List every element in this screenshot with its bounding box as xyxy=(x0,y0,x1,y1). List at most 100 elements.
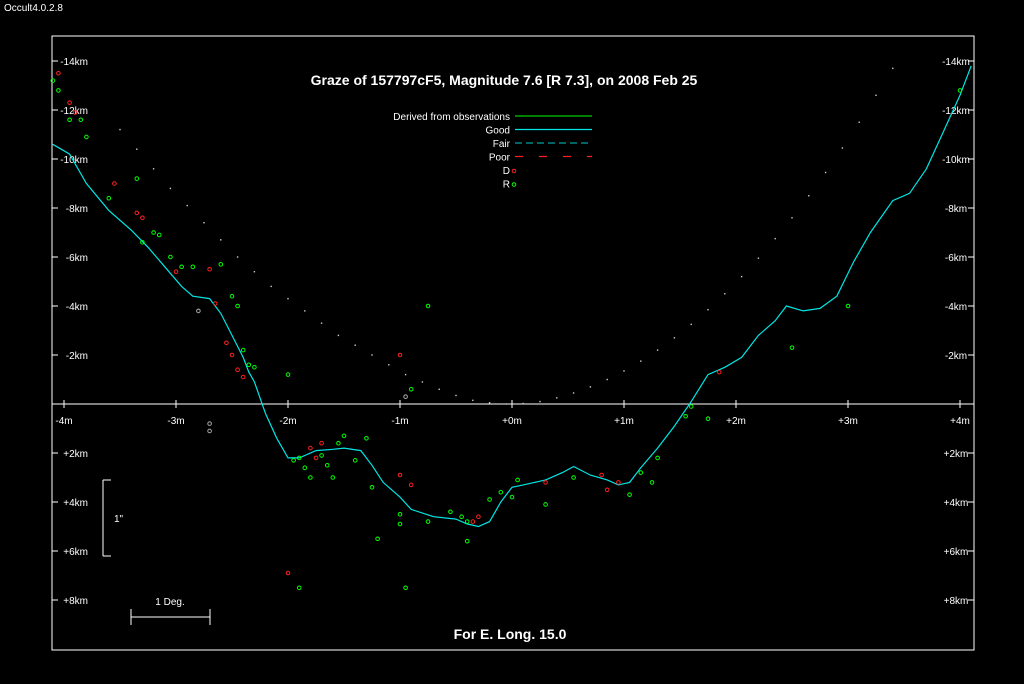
y-tick-label-right: -12km xyxy=(942,106,970,117)
reappear-point xyxy=(369,485,375,490)
longitude-footer: For E. Long. 15.0 xyxy=(454,626,567,642)
limb-dot xyxy=(320,322,323,324)
chart-title: Graze of 157797cF5, Magnitude 7.6 [R 7.3… xyxy=(311,72,698,88)
limb-dot xyxy=(572,392,575,394)
y-tick-label-right: -6km xyxy=(945,253,967,264)
disappear-point xyxy=(543,480,548,485)
reappear-point xyxy=(448,509,453,515)
limb-dot xyxy=(455,394,457,397)
limb-dot xyxy=(337,334,340,337)
reappear-point xyxy=(235,303,240,309)
limb-dot xyxy=(287,297,289,300)
y-tick-label-right: -2km xyxy=(945,351,967,362)
reappear-point xyxy=(425,519,431,524)
reappear-point xyxy=(957,88,963,93)
limb-dot xyxy=(438,388,440,390)
y-tick-label-right: -8km xyxy=(945,204,967,215)
x-tick-label: -1m xyxy=(391,416,408,427)
reappear-point xyxy=(67,117,72,123)
disappear-point xyxy=(604,487,610,493)
limb-dot xyxy=(707,308,709,311)
disappear-point xyxy=(173,269,179,275)
reappear-point xyxy=(179,264,184,270)
limb-dot xyxy=(220,239,222,241)
reappear-point xyxy=(134,176,140,181)
reappear-point xyxy=(140,240,145,245)
limb-dot xyxy=(841,147,844,149)
reappear-point xyxy=(364,436,369,441)
reappear-point xyxy=(341,433,347,439)
limb-dot xyxy=(623,370,625,372)
y-tick-label-right: -4km xyxy=(945,302,967,313)
disappear-point xyxy=(140,215,145,221)
limb-dot xyxy=(169,187,172,190)
reappear-point xyxy=(330,475,336,480)
legend-marker xyxy=(511,168,517,174)
disappear-point xyxy=(67,100,72,105)
reappear-point xyxy=(296,585,302,591)
reappear-point xyxy=(705,416,711,422)
reappear-point xyxy=(302,465,308,471)
horizontal-scale-bar: 1 Deg. xyxy=(130,597,211,625)
y-tick-label-right: +4km xyxy=(944,498,969,509)
reappear-point xyxy=(459,514,464,520)
observation-points xyxy=(50,70,963,591)
disappear-point xyxy=(229,352,235,358)
disappear-point xyxy=(134,210,140,216)
limb-dot xyxy=(740,275,743,278)
reappear-point xyxy=(50,78,56,83)
disappear-point xyxy=(285,570,291,576)
reappear-point xyxy=(683,413,688,419)
limb-dot xyxy=(589,386,592,388)
y-tick-label-left: +2km xyxy=(63,449,88,460)
limb-dot xyxy=(505,403,508,405)
disappear-point xyxy=(112,181,117,186)
reappear-point xyxy=(638,470,644,475)
y-tick-label-right: -14km xyxy=(942,57,970,68)
y-tick-label-left: -8km xyxy=(66,204,88,215)
limb-dot xyxy=(119,128,121,131)
y-tick-label-left: -14km xyxy=(60,57,88,68)
reappear-point xyxy=(240,347,246,353)
reappear-point xyxy=(106,195,112,201)
limb-dot xyxy=(673,337,676,339)
limb-dot xyxy=(690,323,692,326)
limb-profile-good-line xyxy=(52,65,972,528)
vertical-scale-label: 1" xyxy=(114,514,124,525)
y-tick-label-left: -10km xyxy=(60,155,88,166)
reappear-point xyxy=(285,372,291,377)
disappear-point xyxy=(72,110,78,115)
other-point xyxy=(403,394,408,399)
legend-label: R xyxy=(503,180,510,191)
limb-dot xyxy=(539,400,541,403)
limb-dot xyxy=(354,344,356,346)
reappear-point xyxy=(487,497,492,502)
limb-dot xyxy=(270,285,272,288)
y-tick-label-left: +8km xyxy=(63,596,88,607)
legend-marker xyxy=(511,182,517,187)
horizontal-scale-label: 1 Deg. xyxy=(155,597,184,608)
y-tick-label-right: +6km xyxy=(944,547,969,558)
y-tick-label-left: +6km xyxy=(63,547,88,558)
reappear-point xyxy=(845,303,851,309)
limb-dot xyxy=(152,168,155,170)
x-tick-label: -4m xyxy=(55,416,72,427)
reappear-point xyxy=(336,440,341,446)
reappear-point xyxy=(403,585,408,591)
limb-dot xyxy=(488,402,491,404)
reappear-point xyxy=(151,230,156,235)
reappear-point xyxy=(408,387,414,392)
disappear-point xyxy=(207,266,212,272)
reappear-point xyxy=(319,453,324,458)
reappear-point xyxy=(296,455,302,461)
reappear-point xyxy=(425,303,431,309)
limb-dot xyxy=(253,271,256,273)
reappear-point xyxy=(627,492,632,497)
limb-dot xyxy=(203,222,205,224)
reappear-point xyxy=(246,362,252,368)
legend-label: D xyxy=(503,166,510,177)
limb-dot xyxy=(606,378,608,381)
disappear-point xyxy=(56,70,61,76)
reappear-point xyxy=(571,475,576,480)
reappear-point xyxy=(464,538,470,544)
